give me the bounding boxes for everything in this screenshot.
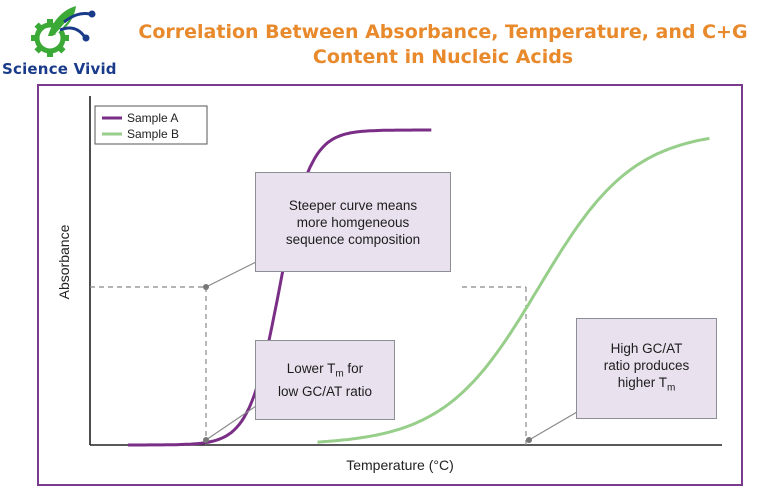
annotation-steep-line-3: sequence composition [285,231,421,247]
gear-leaf-icon [31,6,96,57]
annotation-high-line-2: ratio produces [603,358,690,374]
title-line-1: Correlation Between Absorbance, Temperat… [138,21,748,43]
annotation-low-text-b: for [343,361,364,377]
annotation-higher-tm: High GC/AT ratio produces higher Tm [576,318,717,419]
annotation-high-text: higher T [617,375,667,391]
y-axis-label: Absorbance [56,224,72,299]
annotation-high-line-3: higher Tm [618,374,676,397]
annotation-steep-line-1: Steeper curve means [288,197,418,213]
science-vivid-logo: Science Vivid [0,0,130,82]
leader-high [528,411,578,441]
annotation-low-sub: m [335,368,344,380]
title-line-2: Content in Nucleic Acids [312,46,574,68]
annotation-high-sub: m [666,382,676,394]
logo-text: Science Vivid [2,60,117,78]
chart-title: Correlation Between Absorbance, Temperat… [128,20,758,70]
leader-low [205,405,257,441]
tm-marker-b [526,437,532,443]
tm-marker-a [203,437,209,443]
x-axis-label: Temperature (°C) [346,457,454,473]
series-sample-b-line [317,136,710,444]
midpoint-marker-a [203,284,209,290]
series-sample-a-line [127,128,432,447]
legend-label-sample-b: Sample B [127,127,179,141]
chart-frame [37,84,743,486]
annotation-lower-tm: Lower Tm for low GC/AT ratio [255,340,395,420]
annotation-low-line-1: Lower Tm for [287,360,363,383]
leader-steep [205,261,257,288]
legend-label-sample-a: Sample A [127,111,178,125]
annotation-steep-line-2: more homgeneous [296,214,410,230]
annotation-steep-curve: Steeper curve means more homgeneous sequ… [255,172,451,272]
annotation-low-text-a: Lower T [286,361,336,377]
annotation-high-line-1: High GC/AT [610,341,683,357]
legend: Sample A Sample B [94,105,208,145]
annotation-low-line-2: low GC/AT ratio [277,383,373,399]
